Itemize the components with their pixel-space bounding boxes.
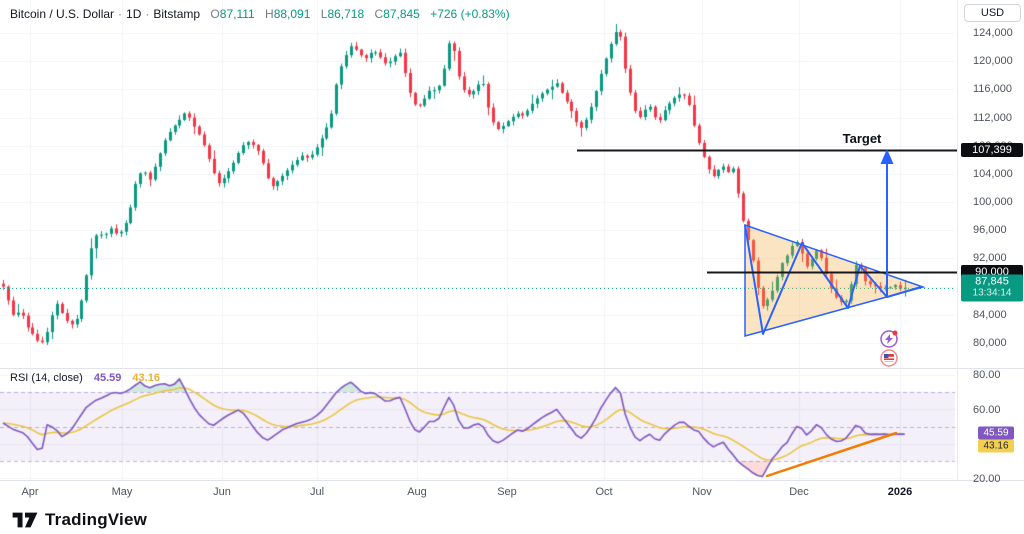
price-axis-label: 120,000 <box>973 55 1013 67</box>
pane-separator[interactable] <box>0 368 1024 369</box>
price-axis-label: 92,000 <box>973 252 1007 264</box>
symbol-legend: Bitcoin / U.S. Dollar · 1D · Bitstamp O87,11… <box>10 7 510 21</box>
change-value: +726 (+0.83%) <box>430 7 510 21</box>
rsi-ma-value-badge: 43.16 <box>978 439 1014 453</box>
exchange-label[interactable]: Bitstamp <box>153 7 201 21</box>
price-axis-label: 124,000 <box>973 27 1013 39</box>
time-axis-label: Oct <box>595 486 613 498</box>
time-axis-label: Sep <box>497 486 517 498</box>
last-price-badge: 87,845 13:34:14 <box>961 274 1023 302</box>
time-axis-label: 2026 <box>887 486 913 498</box>
currency-toggle-usd[interactable]: USD <box>964 4 1021 22</box>
rsi-legend: RSI (14, close) 45.59 43.16 <box>10 372 160 384</box>
time-axis-label: Nov <box>692 486 712 498</box>
price-axis-label: 112,000 <box>973 112 1012 124</box>
price-axis-label: 104,000 <box>973 168 1013 180</box>
tradingview-logo-icon <box>12 512 38 528</box>
rsi-axis-label: 60.00 <box>973 404 1001 416</box>
time-axis-label: Jul <box>309 486 325 498</box>
rsi-axis-label: 20.00 <box>973 473 1001 485</box>
low-value: 86,718 <box>327 7 365 21</box>
time-axis-label: Jun <box>213 486 231 498</box>
low-key: L <box>320 7 328 21</box>
price-axis-label: 80,000 <box>973 337 1007 349</box>
target-price-badge: 107,399 <box>961 143 1023 157</box>
time-axis-label: Dec <box>789 486 809 498</box>
rsi-title[interactable]: RSI <box>10 372 29 384</box>
open-value: 87,111 <box>219 7 255 21</box>
rsi-ma-value: 43.16 <box>132 372 160 384</box>
high-key: H <box>265 7 274 21</box>
target-annotation-label[interactable]: Target <box>842 131 882 146</box>
rsi-value: 45.59 <box>93 372 122 384</box>
time-axis-separator <box>0 480 1024 481</box>
tradingview-logo[interactable]: TradingView <box>12 507 147 533</box>
bar-countdown: 13:34:14 <box>972 287 1012 299</box>
price-axis-label: 116,000 <box>973 83 1012 95</box>
time-axis-label: Aug <box>407 486 427 498</box>
open-key: O <box>210 7 220 21</box>
close-key: C <box>374 7 384 21</box>
time-axis-label: May <box>111 486 133 498</box>
tradingview-logo-text: TradingView <box>45 510 148 529</box>
price-axis-label: 84,000 <box>973 309 1007 321</box>
symbol-name[interactable]: Bitcoin / U.S. Dollar <box>10 7 115 21</box>
time-axis-label: Apr <box>21 486 39 498</box>
interval-label[interactable]: 1D <box>126 7 142 21</box>
price-axis-separator <box>957 0 958 480</box>
rsi-axis-label: 80.00 <box>973 369 1001 381</box>
price-axis-label: 100,000 <box>973 196 1013 208</box>
last-price-value: 87,845 <box>975 275 1009 288</box>
rsi-params: (14, close) <box>31 372 83 384</box>
close-value: 87,845 <box>383 7 420 21</box>
rsi-value-badge: 45.59 <box>978 426 1014 440</box>
price-axis-label: 96,000 <box>973 224 1007 236</box>
high-value: 88,091 <box>273 7 311 21</box>
